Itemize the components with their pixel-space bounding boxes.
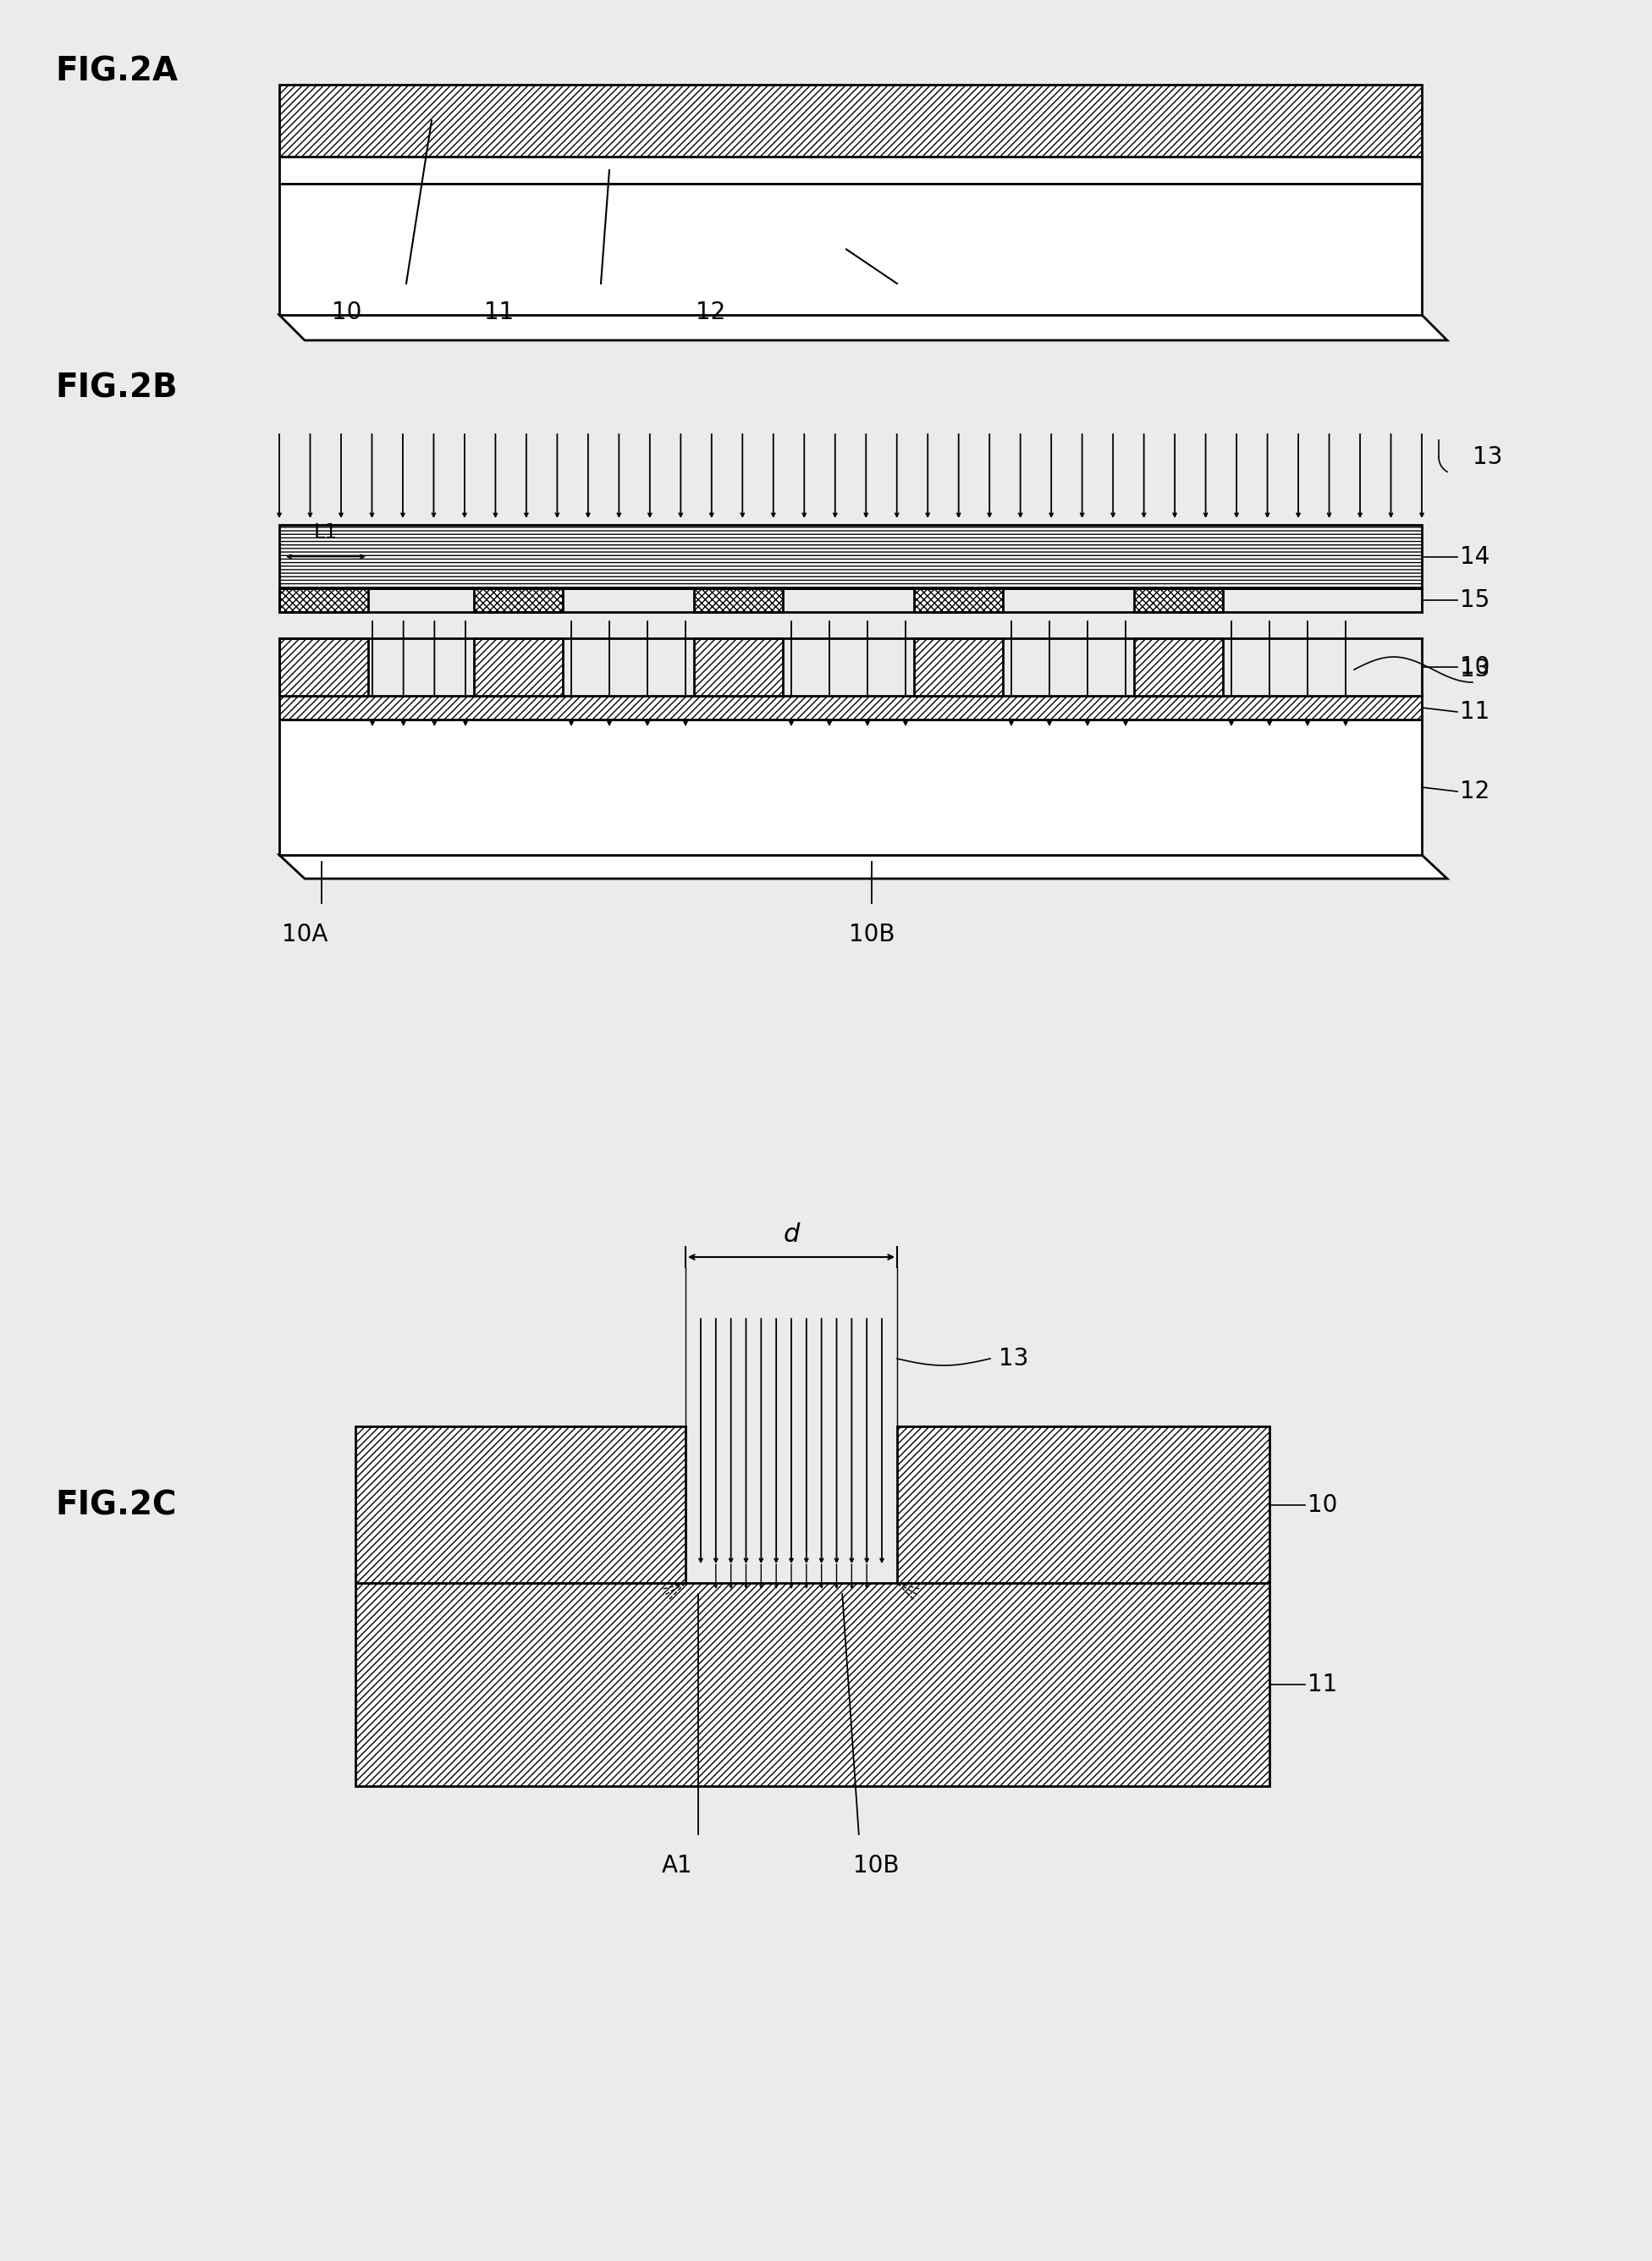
Bar [279,696,1422,719]
Polygon shape [279,314,1447,341]
Bar [914,588,1003,613]
Text: A1: A1 [661,1854,692,1877]
Bar [694,638,783,696]
Text: 11: 11 [484,301,514,323]
Text: FIG.2C: FIG.2C [55,1490,177,1522]
Polygon shape [279,855,1447,880]
Text: FIG.2A: FIG.2A [55,54,178,88]
Bar [474,588,563,613]
Bar [279,156,1422,183]
Text: 15: 15 [1460,588,1490,613]
Bar [694,588,783,613]
Text: 10B: 10B [852,1854,899,1877]
Bar [279,719,1422,855]
Text: L1: L1 [314,522,337,543]
Bar [355,1583,1269,1786]
Bar [279,183,1422,314]
Text: 12: 12 [695,301,725,323]
Text: 10: 10 [1307,1492,1338,1517]
Text: 10: 10 [1460,656,1490,678]
Text: 10A: 10A [281,922,327,947]
Text: 12: 12 [1460,780,1490,803]
Text: 11: 11 [1460,701,1490,724]
Text: 13: 13 [1472,445,1503,468]
Bar [355,1427,686,1583]
Text: 10B: 10B [849,922,895,947]
Text: 11: 11 [1307,1673,1338,1696]
Text: FIG.2B: FIG.2B [55,373,177,405]
Bar [279,525,1422,588]
Bar [279,638,368,696]
Text: 14: 14 [1460,545,1490,568]
Bar [279,84,1422,156]
Bar [1133,638,1222,696]
Bar [279,588,368,613]
Text: 13: 13 [999,1348,1029,1370]
Bar [1133,588,1222,613]
Text: 10: 10 [332,301,362,323]
Bar [914,638,1003,696]
Text: 13: 13 [1460,658,1490,681]
Bar [897,1427,1269,1583]
Bar [474,638,563,696]
Text: d: d [783,1223,800,1246]
